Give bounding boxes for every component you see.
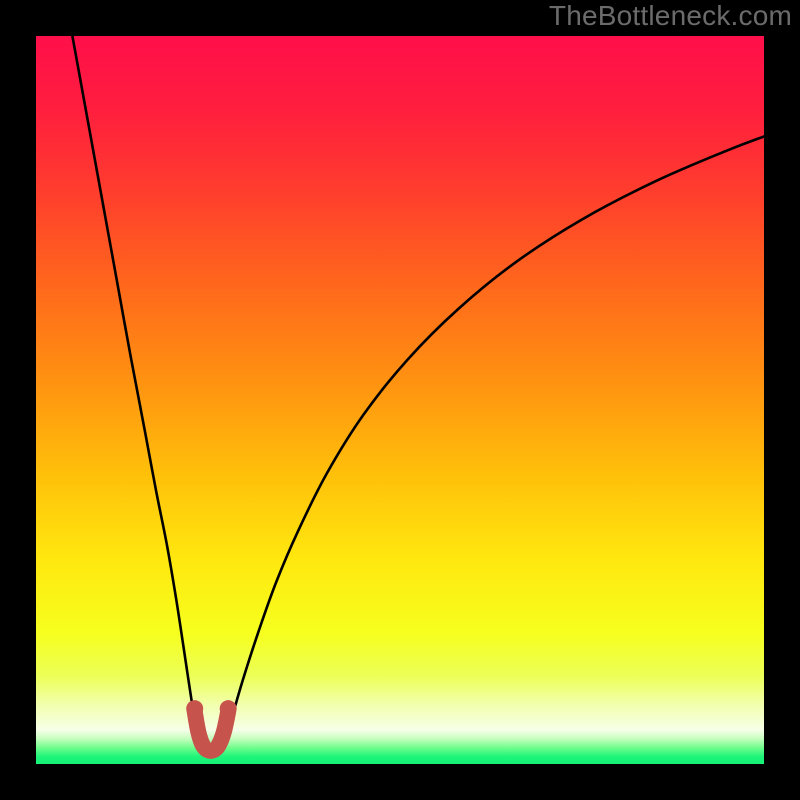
watermark-text: TheBottleneck.com [549, 0, 792, 32]
bottleneck-chart-svg [0, 0, 800, 800]
valley-marker-dot-1 [220, 700, 237, 717]
valley-marker-dot-0 [186, 700, 203, 717]
chart-stage: TheBottleneck.com [0, 0, 800, 800]
plot-background-gradient [36, 36, 764, 764]
